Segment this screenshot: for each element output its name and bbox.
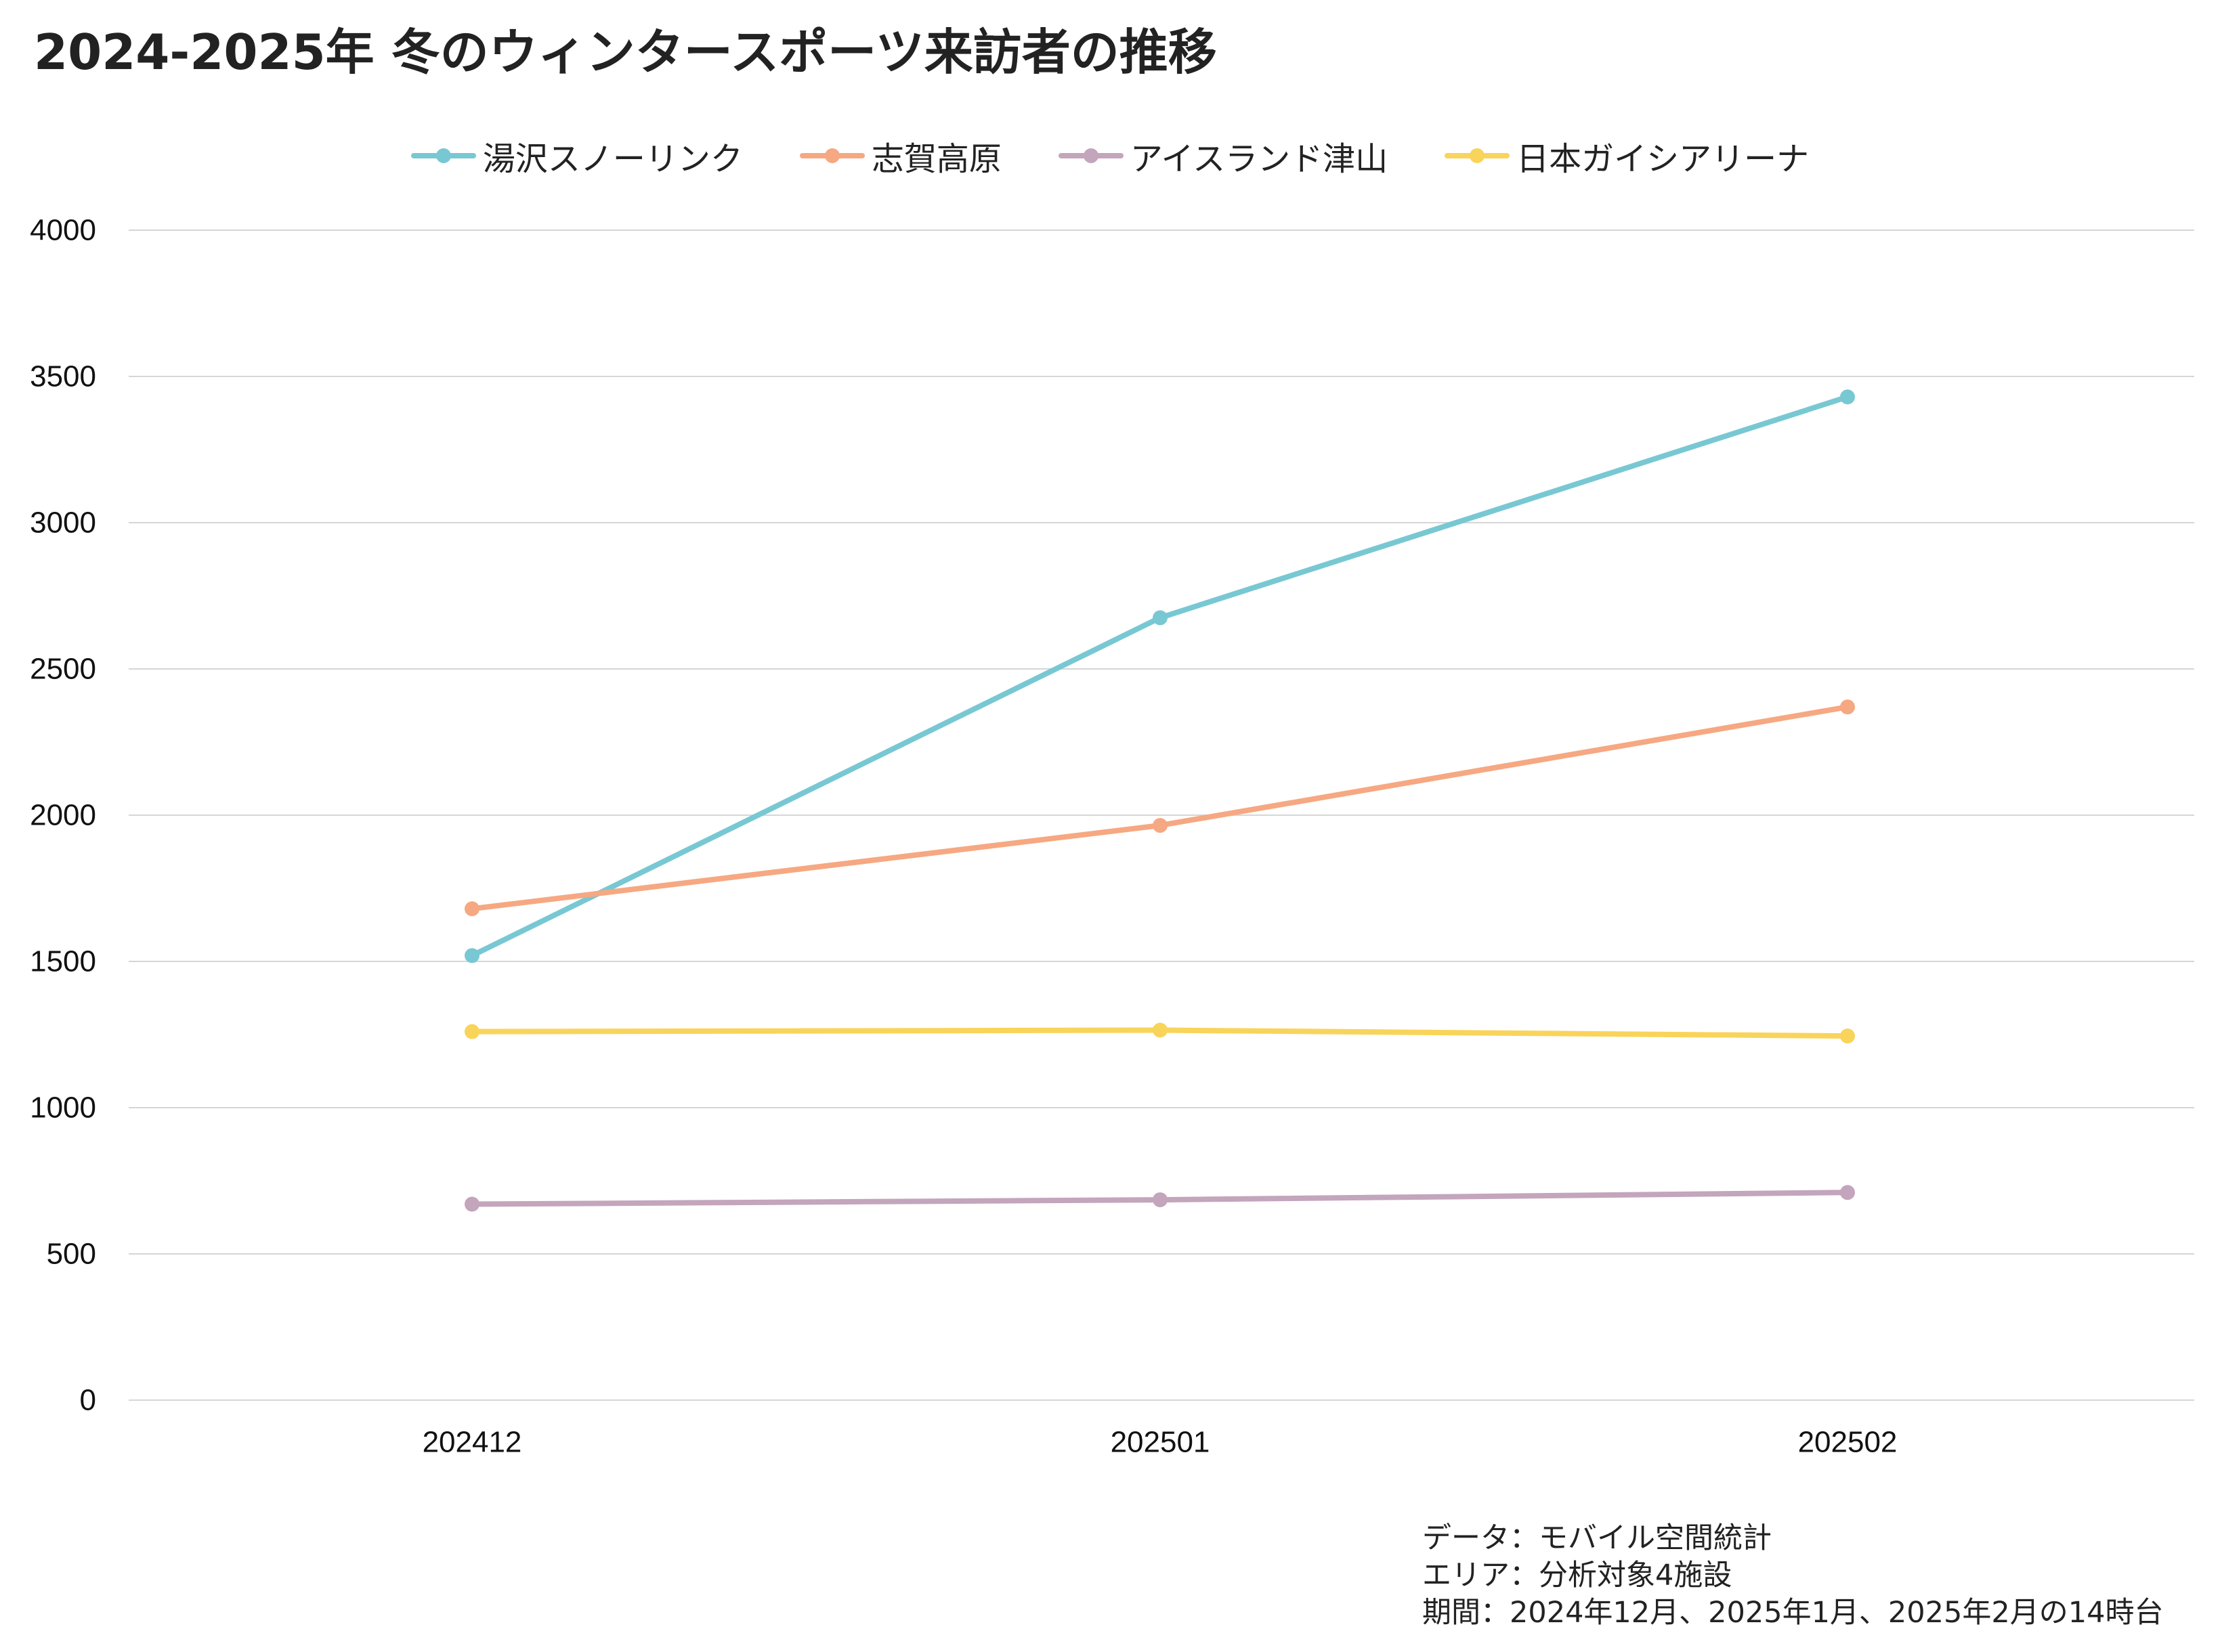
grid-layer	[129, 230, 2194, 1401]
data-point	[1840, 1185, 1855, 1200]
series-3	[465, 1022, 1855, 1044]
series-2	[465, 1185, 1855, 1212]
y-axis-ticks: 0 500 1000 1500 2000 2500 3000 3500 4000	[30, 214, 96, 1417]
footnote-source: データ：モバイル空間統計	[1422, 1521, 1772, 1555]
y-tick-label: 500	[47, 1238, 96, 1271]
data-point	[1840, 699, 1855, 715]
y-tick-label: 3000	[30, 506, 96, 540]
y-tick-label: 1000	[30, 1091, 96, 1125]
series-0	[465, 389, 1855, 963]
legend-label-yuzawa: 湯沢スノーリンク	[482, 140, 743, 178]
legend-item-yuzawa: 湯沢スノーリンク	[410, 132, 743, 179]
data-point	[1840, 1028, 1855, 1044]
x-axis-ticks: 202412 202501 202502	[423, 1426, 1898, 1459]
chart-title: 2024-2025年 冬のウィンタースポーツ来訪者の推移	[34, 24, 1217, 81]
footnote: データ：モバイル空間統計 エリア：分析対象4施設 期間：2024年12月、202…	[1422, 1520, 2163, 1632]
data-point	[1153, 610, 1168, 626]
chart-legend: 湯沢スノーリンク 志賀高原 アイスランド津山 日本ガイシアリーナ	[0, 132, 2220, 179]
series-line	[469, 394, 1850, 959]
series-1	[465, 699, 1855, 917]
legend-swatch-tsuyama	[1058, 148, 1124, 163]
x-tick-label: 202501	[1111, 1426, 1210, 1459]
legend-swatch-yuzawa	[410, 148, 476, 163]
data-point	[1153, 818, 1168, 833]
y-tick-label: 2000	[30, 799, 96, 832]
legend-item-tsuyama: アイスランド津山	[1058, 132, 1388, 179]
legend-label-tsuyama: アイスランド津山	[1130, 140, 1388, 178]
series-layer	[465, 389, 1855, 1212]
legend-swatch-gaishi	[1445, 148, 1510, 163]
data-point	[1840, 389, 1855, 405]
y-tick-label: 3500	[30, 360, 96, 393]
y-tick-label: 0	[80, 1384, 96, 1417]
y-tick-label: 1500	[30, 945, 96, 978]
legend-item-shiga: 志賀高原	[799, 132, 1002, 179]
data-point	[465, 901, 479, 917]
legend-item-gaishi: 日本ガイシアリーナ	[1445, 132, 1809, 179]
footnote-period: 期間：2024年12月、2025年1月、2025年2月の14時台	[1422, 1596, 2164, 1630]
y-tick-label: 4000	[30, 214, 96, 247]
data-point	[1153, 1192, 1168, 1208]
x-tick-label: 202412	[423, 1426, 522, 1459]
data-point	[1153, 1022, 1168, 1038]
data-point	[465, 1196, 479, 1212]
footnote-area: エリア：分析対象4施設	[1422, 1559, 1732, 1592]
legend-swatch-shiga	[799, 148, 865, 163]
x-tick-label: 202502	[1798, 1426, 1898, 1459]
legend-label-gaishi: 日本ガイシアリーナ	[1516, 140, 1810, 178]
series-line	[469, 704, 1850, 912]
y-tick-label: 2500	[30, 653, 96, 686]
legend-label-shiga: 志賀高原	[871, 140, 1002, 178]
data-point	[465, 1024, 479, 1039]
data-point	[465, 948, 479, 963]
